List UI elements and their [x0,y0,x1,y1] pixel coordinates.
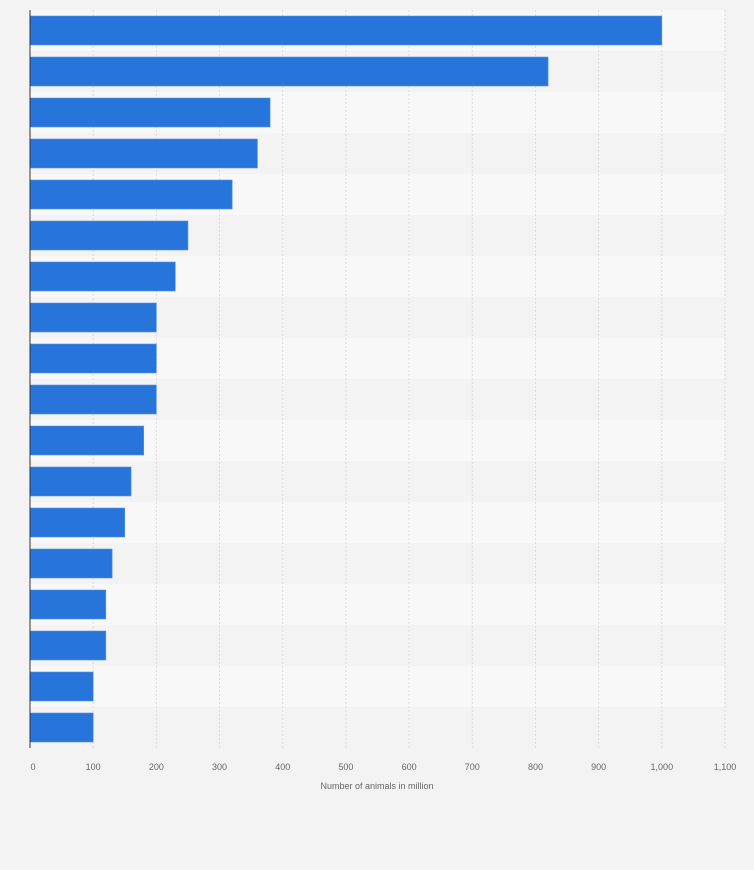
x-tick-label: 1,000 [651,762,674,772]
bar[interactable] [29,261,176,292]
row-band [30,502,725,543]
row-band [30,707,725,748]
row-band [30,543,725,584]
bar[interactable] [29,220,189,251]
bar[interactable] [29,56,549,87]
bar[interactable] [29,507,126,538]
bar[interactable] [29,179,233,210]
row-band [30,584,725,625]
x-tick-label: 300 [212,762,227,772]
x-tick-label: 500 [338,762,353,772]
x-axis-label: Number of animals in million [320,781,433,791]
x-tick-label: 900 [591,762,606,772]
bar[interactable] [29,425,145,456]
bar[interactable] [29,671,94,702]
x-tick-label: 600 [402,762,417,772]
row-band [30,420,725,461]
bar[interactable] [29,589,107,620]
row-band [30,625,725,666]
x-tick-label: 800 [528,762,543,772]
bar[interactable] [29,302,157,333]
bar[interactable] [29,712,94,743]
row-band [30,666,725,707]
bar[interactable] [29,343,157,374]
x-tick-label: 0 [30,762,35,772]
bar[interactable] [29,138,258,169]
bar[interactable] [29,97,271,128]
bar[interactable] [29,548,113,579]
x-tick-label: 200 [149,762,164,772]
x-tick-label: 700 [465,762,480,772]
bar[interactable] [29,630,107,661]
x-tick-label: 400 [275,762,290,772]
x-tick-label: 1,100 [714,762,737,772]
x-tick-label: 100 [86,762,101,772]
row-band [30,461,725,502]
bar[interactable] [29,15,663,46]
bar[interactable] [29,466,132,497]
bar[interactable] [29,384,157,415]
